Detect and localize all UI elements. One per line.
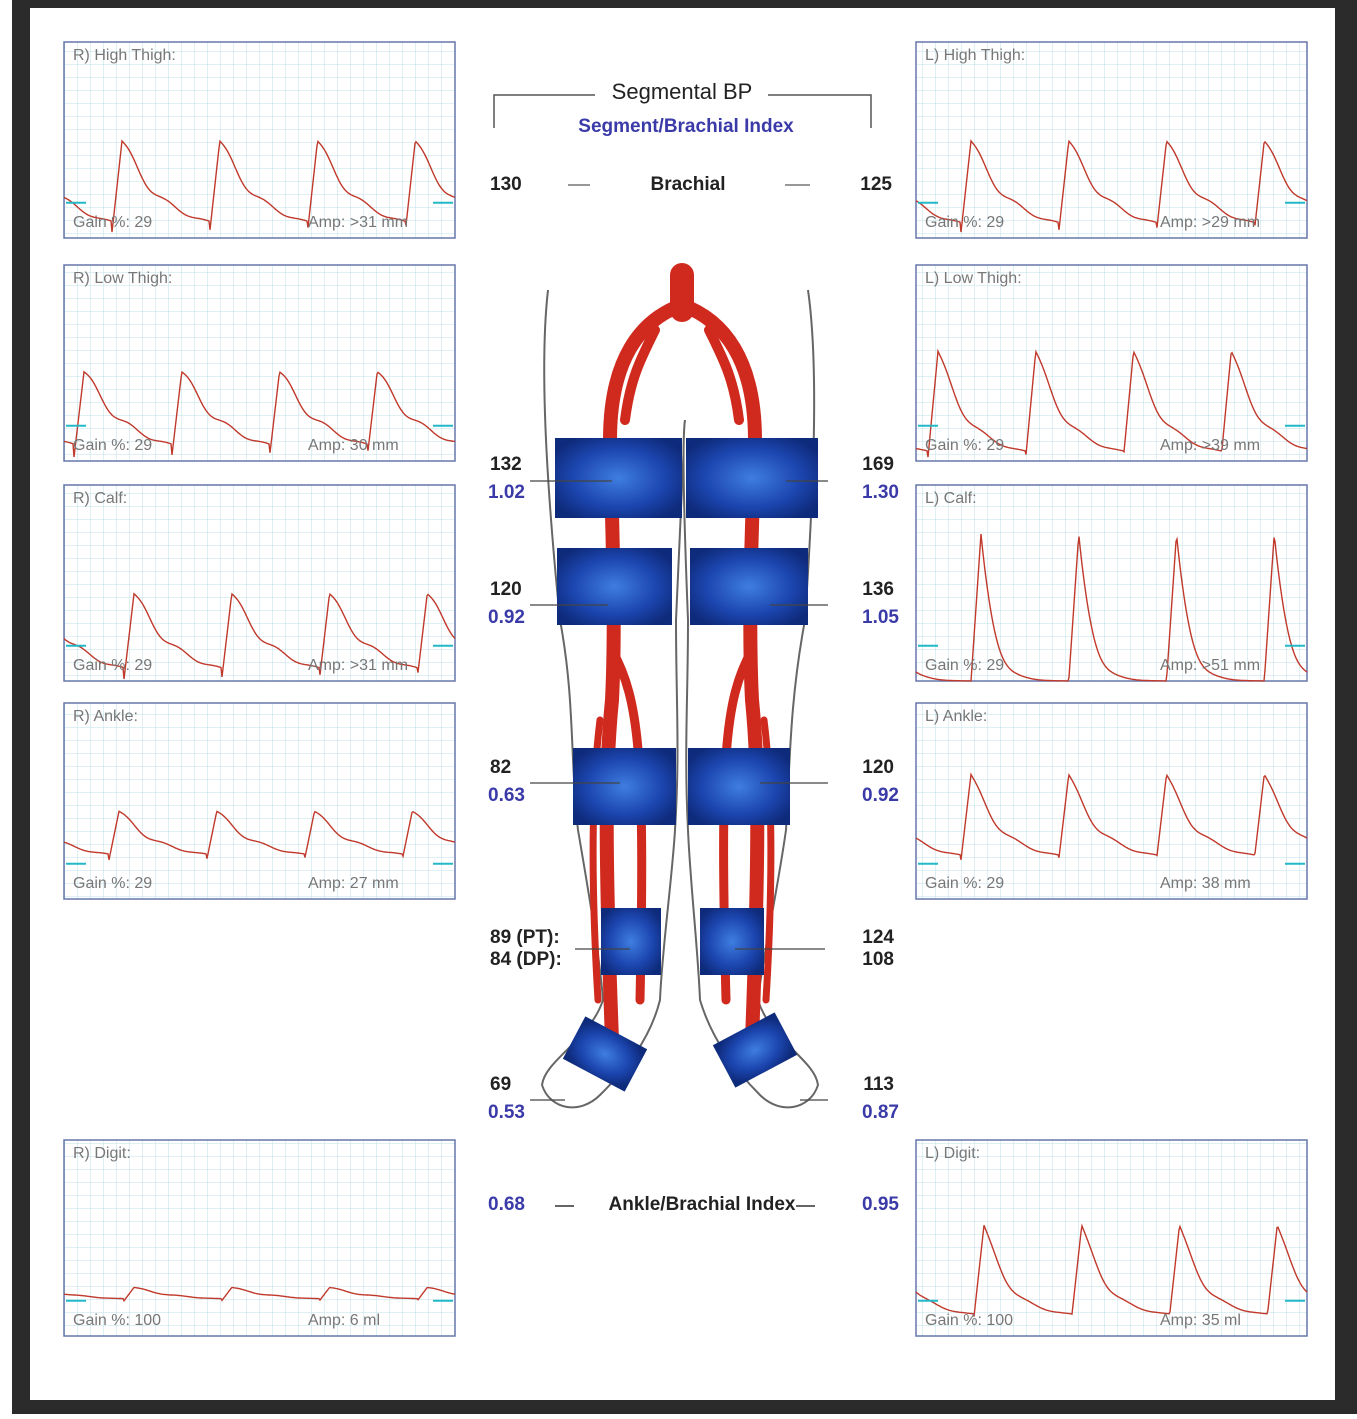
left-pressure: 136	[862, 579, 894, 600]
right-index: 0.63	[488, 785, 525, 806]
panel-title: L) Digit:	[925, 1145, 980, 1162]
panel-title: R) Digit:	[73, 1145, 131, 1162]
panel-grid	[63, 41, 456, 239]
waveform	[63, 139, 456, 233]
waveform	[63, 810, 456, 860]
panel-grid	[915, 702, 1308, 900]
panel-grid	[63, 264, 456, 462]
subtitle: Segment/Brachial Index	[578, 116, 794, 137]
ankle-right: 89 (PT):	[490, 927, 560, 948]
panel-grid	[63, 1139, 456, 1337]
brachial-label: Brachial	[651, 174, 726, 195]
waveform-panel: L) High Thigh: Gain %: 29 Amp: >29 mm	[915, 41, 1308, 239]
panel-gain: Gain %: 29	[925, 437, 1004, 454]
right-pressure: 120	[490, 579, 522, 600]
panel-grid	[915, 1139, 1308, 1337]
title: Segmental BP	[612, 79, 753, 104]
panel-amp: Amp: >31 mm	[308, 214, 408, 231]
panel-amp: Amp: 6 ml	[308, 1312, 380, 1329]
waveform-panel: R) Low Thigh: Gain %: 29 Amp: 30 mm	[63, 264, 456, 462]
ankle-left: 108	[862, 949, 894, 970]
left-pressure: 169	[862, 454, 894, 475]
waveform	[915, 533, 1308, 682]
foot-right-index: 0.53	[488, 1102, 525, 1123]
abi-left: 0.95	[862, 1194, 899, 1215]
waveform	[915, 772, 1308, 860]
ankle-right: 84 (DP):	[490, 949, 562, 970]
waveform	[915, 1223, 1308, 1317]
panel-gain: Gain %: 29	[73, 875, 152, 892]
panel-grid	[63, 702, 456, 900]
panel-amp: Amp: 30 mm	[308, 437, 399, 454]
foot-right-pressure: 69	[490, 1074, 511, 1095]
panel-gain: Gain %: 29	[925, 875, 1004, 892]
left-pressure: 120	[862, 757, 894, 778]
waveform-panel: L) Ankle: Gain %: 29 Amp: 38 mm	[915, 702, 1308, 900]
brachial-left: 125	[860, 174, 892, 195]
waveform-panel: R) Calf: Gain %: 29 Amp: >31 mm	[63, 484, 456, 682]
abi-label: Ankle/Brachial Index	[609, 1194, 796, 1215]
right-pressure: 82	[490, 757, 511, 778]
waveform	[63, 370, 456, 458]
panel-amp: Amp: >29 mm	[1160, 214, 1260, 231]
panel-amp: Amp: 35 ml	[1160, 1312, 1241, 1329]
waveform-panel: L) Calf: Gain %: 29 Amp: >51 mm	[915, 484, 1308, 682]
panel-title: L) Low Thigh:	[925, 270, 1022, 287]
panel-title: R) Ankle:	[73, 708, 138, 725]
panel-title: L) High Thigh:	[925, 47, 1025, 64]
right-index: 1.02	[488, 482, 525, 503]
panel-grid	[915, 484, 1308, 682]
right-pressure: 132	[490, 454, 522, 475]
foot-left-index: 0.87	[862, 1102, 899, 1123]
left-index: 1.05	[862, 607, 899, 628]
panel-title: L) Ankle:	[925, 708, 987, 725]
right-index: 0.92	[488, 607, 525, 628]
ankle-left: 124	[862, 927, 894, 948]
panel-title: L) Calf:	[925, 490, 977, 507]
waveform-panel: R) High Thigh: Gain %: 29 Amp: >31 mm	[63, 41, 456, 239]
panel-title: R) High Thigh:	[73, 47, 176, 64]
waveform	[63, 592, 456, 680]
legs-illustration	[530, 263, 828, 1109]
center-header: Segmental BP Segment/Brachial Index 130 …	[488, 79, 899, 1215]
waveform-panel: L) Low Thigh: Gain %: 29 Amp: >39 mm	[915, 264, 1308, 462]
panel-gain: Gain %: 29	[73, 657, 152, 674]
panel-amp: Amp: 38 mm	[1160, 875, 1251, 892]
waveform-panel: R) Digit: Gain %: 100 Amp: 6 ml	[63, 1139, 456, 1337]
panel-gain: Gain %: 29	[73, 214, 152, 231]
abi-right: 0.68	[488, 1194, 525, 1215]
panel-amp: Amp: >31 mm	[308, 657, 408, 674]
panel-gain: Gain %: 29	[925, 214, 1004, 231]
panel-amp: Amp: 27 mm	[308, 875, 399, 892]
waveform-panel: L) Digit: Gain %: 100 Amp: 35 ml	[915, 1139, 1308, 1337]
panel-grid	[915, 41, 1308, 239]
waveform	[915, 348, 1308, 458]
panel-title: R) Calf:	[73, 490, 127, 507]
panel-gain: Gain %: 29	[73, 437, 152, 454]
panel-grid	[915, 264, 1308, 462]
foot-left-pressure: 113	[863, 1074, 894, 1095]
brachial-right: 130	[490, 174, 522, 195]
waveform	[63, 1286, 456, 1303]
panel-grid	[63, 484, 456, 682]
left-index: 0.92	[862, 785, 899, 806]
panel-amp: Amp: >39 mm	[1160, 437, 1260, 454]
panel-amp: Amp: >51 mm	[1160, 657, 1260, 674]
panel-gain: Gain %: 100	[925, 1312, 1013, 1329]
panel-gain: Gain %: 29	[925, 657, 1004, 674]
left-index: 1.30	[862, 482, 899, 503]
waveform	[915, 139, 1308, 233]
waveform-panel: R) Ankle: Gain %: 29 Amp: 27 mm	[63, 702, 456, 900]
panel-gain: Gain %: 100	[73, 1312, 161, 1329]
panel-title: R) Low Thigh:	[73, 270, 172, 287]
